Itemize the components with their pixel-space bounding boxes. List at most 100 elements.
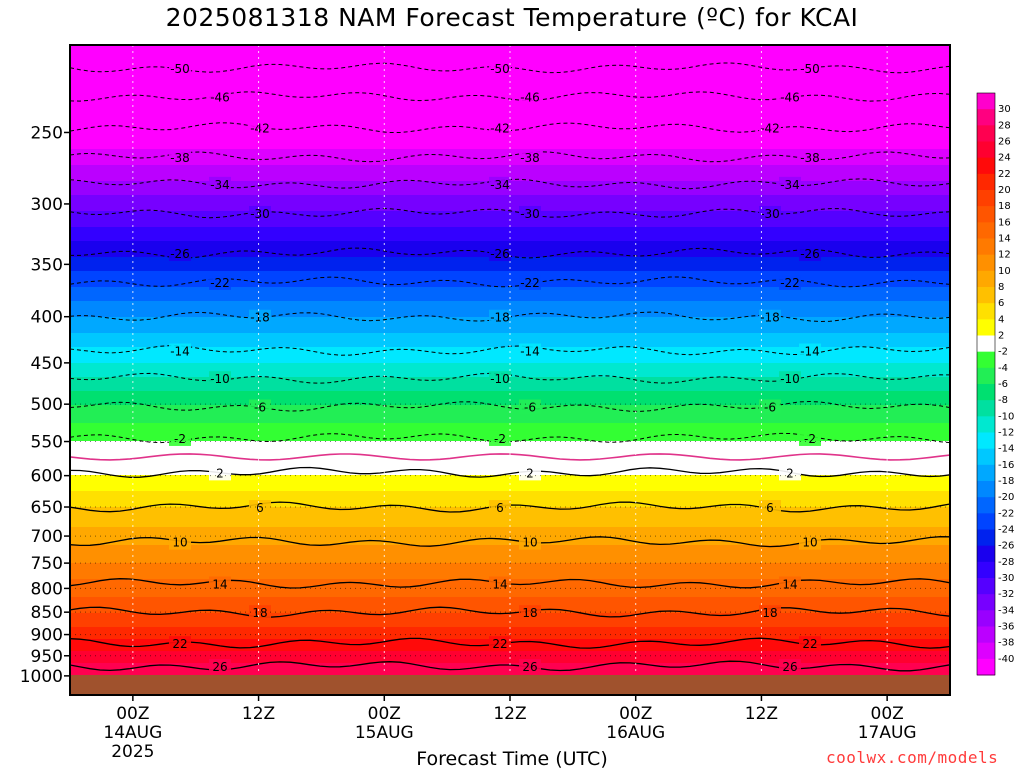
temperature-band	[70, 119, 950, 122]
temperature-band	[70, 157, 950, 160]
colorbar-frame	[976, 92, 996, 676]
contour-label-bg	[169, 343, 191, 359]
contour-label-bg	[249, 309, 271, 325]
temperature-band	[70, 617, 950, 620]
colorbar-label: 22	[998, 169, 1011, 180]
contour-label: -42	[490, 122, 510, 136]
temperature-band	[70, 209, 950, 212]
contour-label-bg	[489, 120, 511, 136]
contour-label-bg	[489, 176, 511, 192]
temperature-band	[70, 305, 950, 308]
contour-label-bg	[779, 658, 801, 674]
colorbar-swatch	[977, 319, 995, 336]
contour-label: -14	[520, 344, 540, 358]
temperature-band	[70, 235, 950, 238]
temperature-band	[70, 571, 950, 574]
temperature-band	[70, 233, 950, 236]
temperature-band	[70, 221, 950, 224]
temperature-band	[70, 343, 950, 346]
contour-label-bg	[489, 371, 511, 387]
contour-label: 18	[522, 606, 537, 620]
contour-label-bg	[209, 658, 231, 674]
contour-label-bg	[169, 245, 191, 261]
isotherm-line	[70, 400, 950, 412]
temperature-band	[70, 575, 950, 578]
x-tick-label: 12Z	[493, 704, 526, 724]
isotherm-line	[70, 606, 950, 618]
temperature-band	[70, 347, 950, 350]
contour-label-bg	[519, 658, 541, 674]
temperature-band	[70, 175, 950, 178]
temperature-band	[70, 389, 950, 392]
temperature-band	[70, 365, 950, 368]
contour-label-bg	[779, 89, 801, 105]
contour-label-bg	[779, 274, 801, 290]
colorbar-label: 18	[998, 201, 1011, 212]
contour-label: 2	[526, 466, 534, 480]
contour-label: -6	[254, 401, 266, 415]
contour-label: 18	[762, 606, 777, 620]
temperature-band	[70, 619, 950, 622]
contour-label: -34	[210, 178, 230, 192]
colorbar-swatch	[977, 416, 995, 433]
temperature-band	[70, 77, 950, 80]
contour-label: 10	[172, 536, 187, 550]
temperature-band	[70, 227, 950, 230]
temperature-band	[70, 295, 950, 298]
temperature-band	[70, 445, 950, 448]
contour-label-bg	[799, 149, 821, 165]
temperature-band	[70, 401, 950, 404]
contour-label: 22	[172, 637, 187, 651]
temperature-band	[70, 205, 950, 208]
x-tick-label: 00Z	[619, 704, 652, 724]
colorbar-label: 8	[998, 282, 1004, 293]
contour-label-bg	[519, 149, 541, 165]
contour-label: -2	[494, 432, 506, 446]
y-tick-label: 700	[31, 527, 63, 547]
contour-label-bg	[249, 205, 271, 221]
colorbar-swatch	[977, 545, 995, 563]
colorbar-legend: 30 28 26 24 22 20 18 16 14 12 10 8 6 4 2 -2 -4 -6 -8 -10 -12…	[976, 92, 1014, 676]
colorbar-swatch	[977, 367, 995, 385]
colorbar-swatch	[977, 610, 995, 627]
contour-label: -18	[490, 311, 510, 325]
contour-label-bg	[489, 245, 511, 261]
y-tick-label: 250	[31, 123, 63, 143]
colorbar-swatch	[977, 384, 995, 401]
temperature-band	[70, 517, 950, 520]
temperature-band	[70, 607, 950, 610]
temperature-band	[70, 83, 950, 86]
y-tick-label: 900	[31, 626, 63, 646]
contour-label-bg	[169, 636, 191, 652]
colorbar-label: -18	[998, 476, 1014, 487]
colorbar-label: -6	[998, 379, 1008, 390]
y-tick-label: 400	[31, 308, 63, 328]
contour-label: 6	[496, 501, 504, 515]
y-tick-label: 650	[31, 498, 63, 518]
colorbar-label: 16	[998, 217, 1011, 228]
temperature-band	[70, 145, 950, 148]
temperature-band	[70, 391, 950, 394]
y-axis: 250 300 350 400 450 500 550 600 650 700 750 800 850 9…	[20, 123, 70, 687]
colorbar-swatch	[977, 173, 995, 191]
isotherm-line	[70, 207, 950, 219]
site-credit[interactable]: coolwx.com/models	[826, 748, 999, 767]
contour-label: -46	[520, 90, 540, 104]
temperature-band	[70, 547, 950, 550]
contour-label-bg	[779, 576, 801, 592]
contour-label: -14	[170, 344, 190, 358]
colorbar-swatch	[977, 287, 995, 304]
temperature-band	[70, 107, 950, 110]
colorbar-label: -22	[998, 508, 1014, 519]
contour-label: -34	[490, 178, 510, 192]
contour-label-bg	[519, 343, 541, 359]
temperature-band	[70, 665, 950, 668]
temperature-band	[70, 563, 950, 566]
temperature-band	[70, 287, 950, 290]
contour-label-bg	[489, 430, 511, 446]
contour-label: -34	[780, 178, 800, 192]
colorbar-label: 2	[998, 331, 1004, 342]
temperature-band	[70, 397, 950, 400]
contour-label: -26	[170, 247, 190, 261]
x-tick-label: 00Z	[871, 704, 904, 724]
